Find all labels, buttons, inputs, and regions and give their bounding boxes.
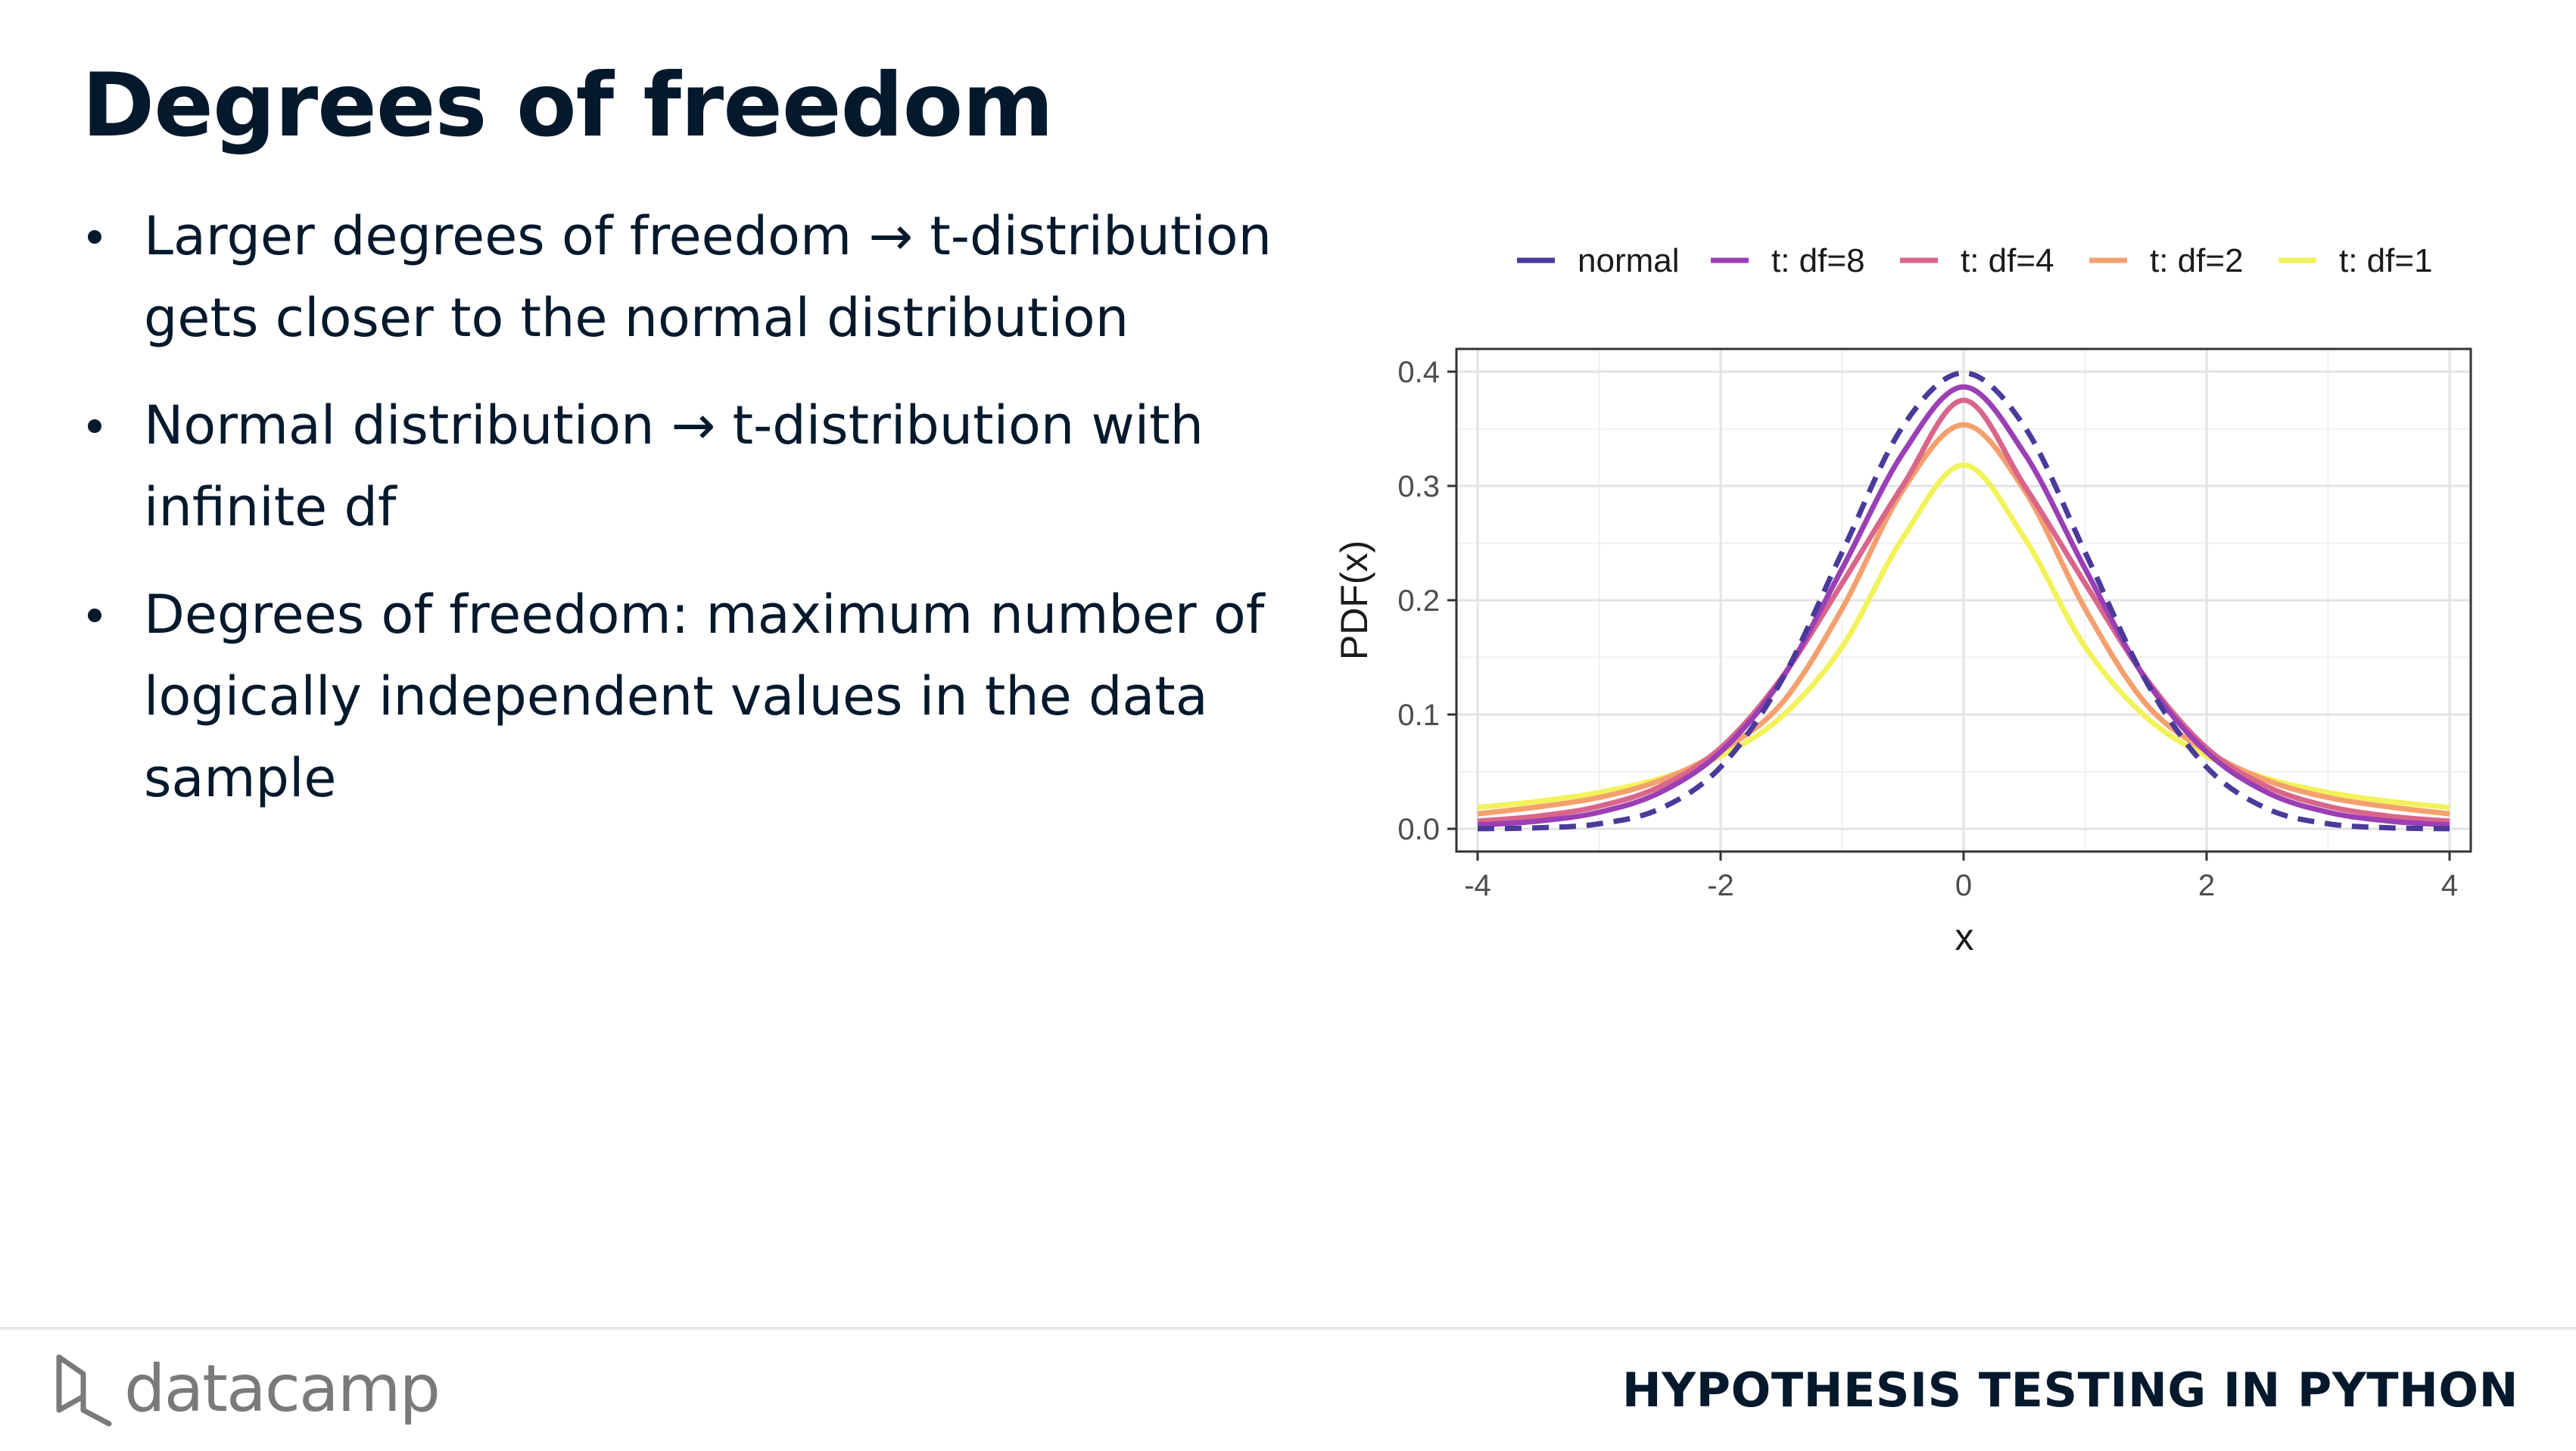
bullet-item: Degrees of freedom: maximum number of lo…	[82, 574, 1293, 819]
datacamp-logo-icon	[56, 1354, 112, 1427]
y-tick-label: 0.0	[1397, 813, 1440, 846]
x-tick-label: 0	[1955, 869, 1972, 902]
x-tick-label: 2	[2198, 869, 2215, 902]
series-line-t-df-2	[1477, 422, 2450, 817]
bullet-list: Larger degrees of freedom → t-distributi…	[82, 195, 1293, 845]
legend-label: normal	[1578, 242, 1680, 279]
y-tick-label: 0.4	[1397, 356, 1440, 389]
bullet-dot	[88, 609, 101, 622]
datacamp-logo: datacamp	[53, 1347, 441, 1431]
bullet-text: Normal distribution → t-distribution wit…	[144, 394, 1204, 538]
legend-label: t: df=1	[2339, 242, 2433, 279]
slide-title: Degrees of freedom	[82, 54, 1054, 157]
x-axis-title: x	[1955, 916, 1974, 958]
y-tick-label: 0.3	[1397, 470, 1440, 503]
bullet-dot	[88, 419, 101, 433]
y-tick-label: 0.2	[1397, 584, 1440, 618]
y-axis-title: PDF(x)	[1333, 540, 1375, 660]
bullet-dot	[88, 230, 101, 244]
series-line-t-df-4	[1477, 397, 2450, 824]
legend-label: t: df=4	[1961, 242, 2054, 279]
bullet-item: Larger degrees of freedom → t-distributi…	[82, 195, 1293, 359]
bullet-item: Normal distribution → t-distribution wit…	[82, 385, 1293, 548]
x-tick-label: 4	[2441, 869, 2458, 902]
x-tick-label: -2	[1707, 869, 1734, 902]
brand-name: datacamp	[124, 1351, 441, 1427]
legend-label: t: df=8	[1771, 242, 1865, 279]
footer-divider	[0, 1327, 2576, 1330]
pdf-chart: -4 -2 0 2 4 0.0 0.1 0.2 0.3 0.4 x PDF(x) normal t: df…	[1317, 212, 2498, 969]
bullet-text: Larger degrees of freedom → t-distributi…	[144, 205, 1272, 349]
series-line-t-df-8	[1477, 384, 2450, 828]
x-tick-label: -4	[1464, 869, 1491, 902]
bullet-text: Degrees of freedom: maximum number of lo…	[144, 584, 1265, 809]
y-tick-label: 0.1	[1397, 699, 1440, 732]
legend-label: t: df=2	[2150, 242, 2244, 279]
chart-svg: -4 -2 0 2 4 0.0 0.1 0.2 0.3 0.4 x PDF(x) normal t: df…	[1333, 242, 2472, 958]
course-title: HYPOTHESIS TESTING IN PYTHON	[1621, 1362, 2518, 1418]
